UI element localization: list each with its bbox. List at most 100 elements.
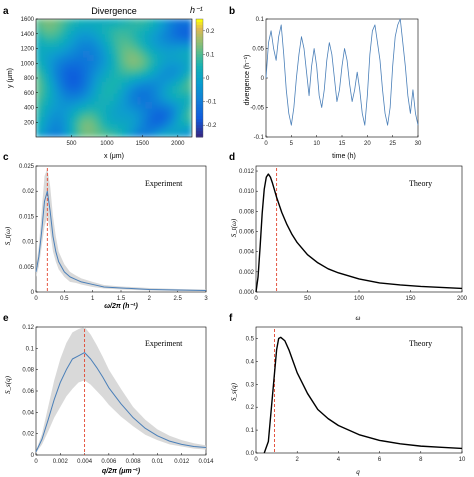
heatmap-cell: [148, 73, 154, 79]
y-tick-label: 1000: [21, 61, 35, 67]
heatmap-cell: [176, 113, 181, 118]
heatmap-cell: [51, 85, 56, 91]
heatmap-cell: [66, 93, 72, 98]
colorbar-segment: [196, 86, 203, 91]
heatmap-cell: [183, 61, 189, 67]
heatmap-cell: [43, 132, 48, 137]
heatmap-cell: [43, 113, 48, 118]
heatmap-cell: [55, 54, 60, 59]
heatmap-cell: [74, 93, 80, 98]
heatmap-cell: [176, 124, 181, 130]
heatmap-cell: [172, 97, 177, 102]
heatmap-cell: [129, 128, 134, 134]
heatmap-cell: [74, 69, 80, 75]
heatmap-cell: [160, 89, 165, 95]
heatmap-cell: [133, 81, 138, 87]
heatmap-cell: [43, 105, 48, 110]
heatmap-cell: [66, 19, 72, 24]
heatmap-cell: [74, 65, 80, 71]
heatmap-cell: [82, 101, 87, 106]
heatmap-cell: [47, 132, 52, 137]
heatmap-cell: [156, 38, 162, 43]
heatmap-cell: [39, 50, 45, 55]
heatmap-cell: [141, 34, 146, 39]
heatmap-cell: [187, 30, 192, 36]
heatmap-cell: [176, 117, 181, 122]
panel-d-label: Theory: [409, 179, 432, 188]
heatmap-cell: [187, 26, 192, 32]
y-tick-label: 0.06: [22, 389, 34, 395]
heatmap-cell: [39, 61, 45, 67]
heatmap-cell: [180, 93, 185, 98]
heatmap-cell: [148, 34, 154, 39]
heatmap-cell: [47, 46, 52, 51]
heatmap-cell: [55, 65, 60, 71]
heatmap-cell: [74, 73, 80, 79]
heatmap-cell: [74, 42, 80, 47]
heatmap-cell: [94, 89, 99, 95]
heatmap-cell: [59, 117, 64, 122]
heatmap-cell: [117, 109, 123, 114]
heatmap-cell: [168, 113, 173, 118]
heatmap-cell: [121, 30, 126, 36]
heatmap-cell: [55, 117, 60, 122]
heatmap-cell: [43, 97, 48, 102]
heatmap-cell: [176, 46, 181, 51]
heatmap-cell: [55, 50, 60, 55]
heatmap-cell: [51, 120, 56, 126]
heatmap-cell: [137, 38, 142, 43]
heatmap-cell: [51, 117, 56, 122]
x-tick-label: 0: [34, 459, 38, 465]
heatmap-cell: [63, 109, 68, 114]
colorbar-segment: [196, 36, 203, 41]
heatmap-cell: [47, 34, 52, 39]
heatmap-cell: [152, 89, 158, 95]
y-tick-label: 0.010: [239, 189, 255, 195]
heatmap-cell: [152, 113, 158, 118]
heatmap-cell: [82, 46, 87, 51]
heatmap-cell: [148, 81, 154, 87]
y-tick-label: 1600: [21, 17, 35, 23]
heatmap-cell: [137, 26, 142, 32]
heatmap-cell: [98, 93, 103, 98]
heatmap-cell: [51, 42, 56, 47]
heatmap-cell: [74, 97, 80, 102]
heatmap-cell: [137, 61, 142, 67]
heatmap-cell: [164, 101, 169, 106]
heatmap-cell: [129, 54, 134, 59]
heatmap-cell: [55, 69, 60, 75]
heatmap-cell: [129, 50, 134, 55]
heatmap-cell: [59, 61, 64, 67]
heatmap-cell: [125, 93, 130, 98]
heatmap-cell: [39, 42, 45, 47]
heatmap-cell: [168, 124, 173, 130]
heatmap-cell: [94, 85, 99, 91]
heatmap-cell: [141, 46, 146, 51]
heatmap-cell: [187, 34, 192, 39]
heatmap-cell: [86, 132, 91, 137]
heatmap-cell: [168, 120, 173, 126]
heatmap-cell: [70, 124, 76, 130]
heatmap-cell: [141, 105, 146, 110]
heatmap-cell: [74, 54, 80, 59]
heatmap-cell: [160, 132, 165, 137]
heatmap-cell: [183, 54, 189, 59]
heatmap-cell: [74, 22, 80, 28]
heatmap-cell: [109, 65, 115, 71]
panel-e-label: Experiment: [145, 339, 183, 348]
colorbar-segment: [196, 80, 203, 85]
heatmap-cell: [63, 38, 68, 43]
heatmap-cell: [59, 97, 64, 102]
heatmap-cell: [156, 93, 162, 98]
heatmap-cell: [168, 128, 173, 134]
heatmap-cell: [133, 128, 138, 134]
heatmap-cell: [105, 89, 111, 95]
heatmap-cell: [102, 65, 107, 71]
heatmap-cell: [113, 65, 119, 71]
heatmap-cell: [63, 105, 68, 110]
heatmap-cell: [180, 117, 185, 122]
heatmap-cell: [156, 42, 162, 47]
heatmap-cell: [78, 42, 84, 47]
heatmap-cell: [121, 117, 126, 122]
y-tick-label: 0.008: [239, 209, 255, 215]
